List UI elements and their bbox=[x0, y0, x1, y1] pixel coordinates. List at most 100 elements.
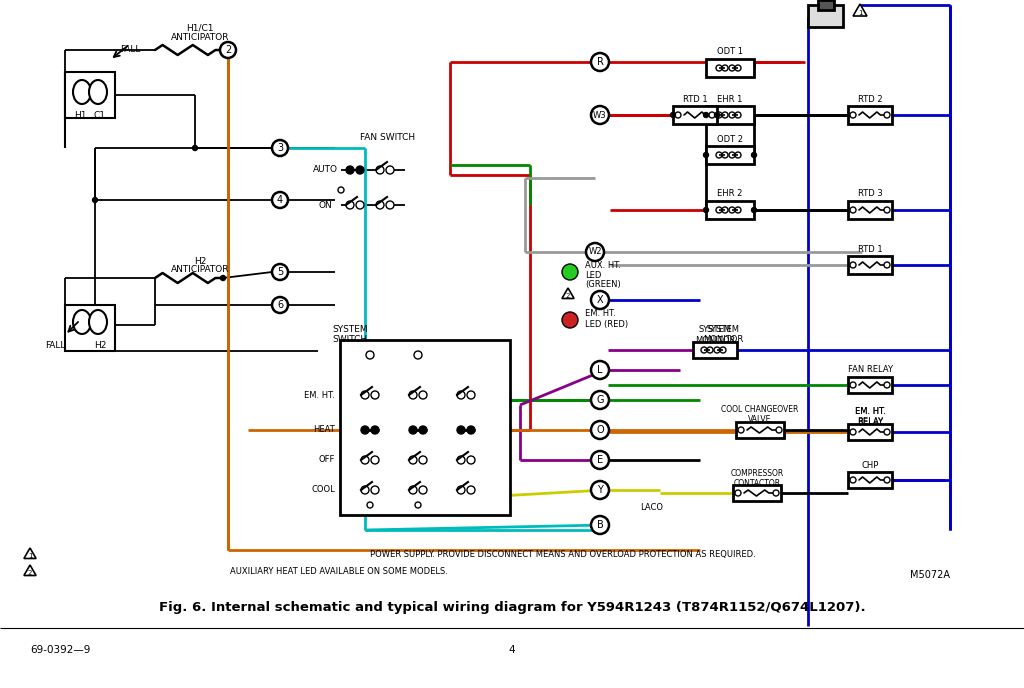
Circle shape bbox=[272, 192, 288, 208]
Text: FALL: FALL bbox=[45, 341, 66, 350]
Bar bbox=[848, 256, 892, 274]
Circle shape bbox=[467, 486, 475, 494]
Ellipse shape bbox=[73, 310, 91, 334]
Circle shape bbox=[591, 391, 609, 409]
Text: EM. HT.: EM. HT. bbox=[585, 310, 615, 319]
Polygon shape bbox=[853, 4, 867, 16]
Circle shape bbox=[703, 208, 709, 213]
Text: COOL CHANGEOVER: COOL CHANGEOVER bbox=[721, 405, 799, 414]
Text: EM. HT.
RELAY: EM. HT. RELAY bbox=[855, 407, 886, 427]
Text: 2: 2 bbox=[28, 570, 32, 576]
Text: ANTICIPATOR: ANTICIPATOR bbox=[171, 32, 229, 41]
Text: Fig. 6. Internal schematic and typical wiring diagram for Y594R1243 (T874R1152/Q: Fig. 6. Internal schematic and typical w… bbox=[159, 601, 865, 614]
Text: LED: LED bbox=[585, 270, 601, 279]
Circle shape bbox=[361, 391, 369, 399]
Text: 5: 5 bbox=[276, 267, 283, 277]
Circle shape bbox=[457, 486, 465, 494]
Circle shape bbox=[376, 201, 384, 209]
Circle shape bbox=[884, 262, 890, 268]
Text: H1: H1 bbox=[74, 111, 86, 120]
Text: RTD 2: RTD 2 bbox=[858, 94, 883, 103]
Text: ANTICIPATOR: ANTICIPATOR bbox=[171, 266, 229, 275]
Circle shape bbox=[591, 481, 609, 499]
Circle shape bbox=[366, 351, 374, 359]
Text: SYSTEM: SYSTEM bbox=[707, 325, 739, 334]
Text: CHP: CHP bbox=[861, 460, 879, 469]
Circle shape bbox=[722, 152, 728, 158]
Bar bbox=[65, 305, 115, 351]
Text: COOL: COOL bbox=[311, 486, 335, 495]
Text: AUXILIARY HEAT LED AVAILABLE ON SOME MODELS.: AUXILIARY HEAT LED AVAILABLE ON SOME MOD… bbox=[230, 568, 447, 577]
Text: L: L bbox=[597, 365, 603, 375]
Circle shape bbox=[850, 477, 856, 483]
Circle shape bbox=[457, 426, 465, 434]
Text: FALL: FALL bbox=[120, 45, 140, 54]
Text: O: O bbox=[596, 425, 604, 435]
Circle shape bbox=[457, 391, 465, 399]
Text: LED (RED): LED (RED) bbox=[585, 321, 628, 330]
Text: B: B bbox=[597, 520, 603, 530]
Circle shape bbox=[716, 112, 722, 118]
Bar bbox=[808, 5, 843, 27]
Circle shape bbox=[361, 426, 369, 434]
Circle shape bbox=[591, 421, 609, 439]
Circle shape bbox=[738, 427, 744, 433]
Circle shape bbox=[338, 187, 344, 193]
Text: VALVE: VALVE bbox=[749, 416, 772, 424]
Circle shape bbox=[356, 201, 364, 209]
Circle shape bbox=[371, 426, 379, 434]
Circle shape bbox=[850, 207, 856, 213]
Circle shape bbox=[709, 112, 715, 118]
Bar bbox=[340, 340, 510, 515]
Text: HEAT: HEAT bbox=[313, 425, 335, 435]
Circle shape bbox=[419, 426, 427, 434]
Circle shape bbox=[675, 112, 681, 118]
Circle shape bbox=[591, 451, 609, 469]
Circle shape bbox=[773, 490, 779, 496]
Circle shape bbox=[884, 207, 890, 213]
Text: POWER SUPPLY. PROVIDE DISCONNECT MEANS AND OVERLOAD PROTECTION AS REQUIRED.: POWER SUPPLY. PROVIDE DISCONNECT MEANS A… bbox=[370, 550, 756, 559]
Text: FAN SWITCH: FAN SWITCH bbox=[360, 133, 415, 142]
Circle shape bbox=[220, 275, 225, 281]
Circle shape bbox=[467, 391, 475, 399]
Text: SYSTEM
MONITOR: SYSTEM MONITOR bbox=[695, 325, 735, 345]
Text: (GREEN): (GREEN) bbox=[585, 279, 621, 288]
Circle shape bbox=[752, 153, 757, 158]
Circle shape bbox=[591, 516, 609, 534]
Circle shape bbox=[850, 262, 856, 268]
Circle shape bbox=[707, 347, 713, 353]
Circle shape bbox=[722, 207, 728, 213]
Circle shape bbox=[386, 166, 394, 174]
Circle shape bbox=[92, 197, 97, 202]
Text: COMPRESSOR: COMPRESSOR bbox=[730, 469, 783, 477]
Text: EM. HT.: EM. HT. bbox=[855, 407, 886, 416]
Circle shape bbox=[562, 312, 578, 328]
Text: C1: C1 bbox=[94, 111, 106, 120]
Text: W2: W2 bbox=[588, 248, 602, 257]
Bar bbox=[848, 201, 892, 219]
Circle shape bbox=[193, 145, 198, 151]
Text: 4: 4 bbox=[276, 195, 283, 205]
Circle shape bbox=[722, 112, 728, 118]
Circle shape bbox=[371, 456, 379, 464]
Circle shape bbox=[371, 391, 379, 399]
Circle shape bbox=[346, 201, 354, 209]
Circle shape bbox=[591, 106, 609, 124]
Circle shape bbox=[562, 264, 578, 280]
Circle shape bbox=[884, 429, 890, 435]
Circle shape bbox=[415, 502, 421, 508]
Circle shape bbox=[272, 297, 288, 313]
Circle shape bbox=[591, 361, 609, 379]
Circle shape bbox=[735, 112, 741, 118]
Bar bbox=[848, 377, 892, 393]
Text: X: X bbox=[597, 295, 603, 305]
Circle shape bbox=[467, 426, 475, 434]
Text: M5072A: M5072A bbox=[910, 570, 950, 580]
Bar bbox=[65, 72, 115, 118]
Circle shape bbox=[361, 456, 369, 464]
Circle shape bbox=[735, 65, 741, 71]
Circle shape bbox=[703, 153, 709, 158]
Bar bbox=[693, 342, 737, 358]
Bar bbox=[706, 106, 754, 124]
Text: SWITCH: SWITCH bbox=[333, 336, 368, 345]
